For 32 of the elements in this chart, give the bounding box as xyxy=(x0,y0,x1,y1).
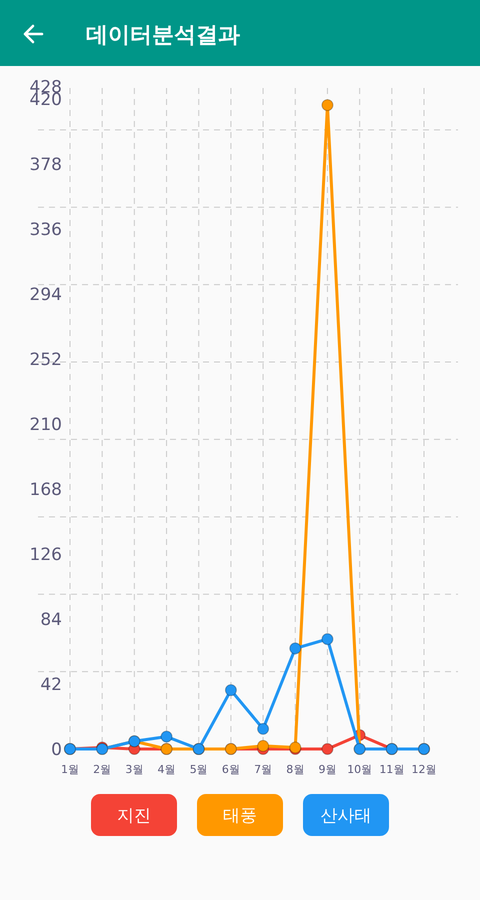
chart-title: 데이터분석결과 xyxy=(86,23,240,48)
point xyxy=(321,99,334,112)
point xyxy=(321,743,334,755)
y-tick-label: 0 xyxy=(51,740,62,760)
x-tick-label: 5월 xyxy=(190,763,208,776)
x-tick-label: 4월 xyxy=(158,763,176,776)
y-tick-label: 126 xyxy=(30,544,62,565)
x-tick-label: 8월 xyxy=(286,763,304,776)
y-tick-label: 378 xyxy=(30,154,62,175)
x-tick-label: 10월 xyxy=(347,763,372,776)
y-tick-label: 294 xyxy=(30,284,62,305)
x-tick-label: 1월 xyxy=(61,763,79,776)
point xyxy=(321,633,334,646)
x-tick-label: 12월 xyxy=(412,763,436,776)
x-tick-label: 6월 xyxy=(222,763,240,776)
x-tick-label: 2월 xyxy=(93,763,112,776)
point xyxy=(257,722,270,735)
y-tick-label: 42 xyxy=(40,674,62,695)
y-tick-label: 336 xyxy=(30,220,62,240)
x-tick-label: 9월 xyxy=(318,763,336,776)
point xyxy=(257,740,270,752)
point xyxy=(160,730,173,743)
y-tick-label: 84 xyxy=(40,610,62,630)
point xyxy=(289,642,302,654)
legend: 지진 태풍 산사태 xyxy=(91,794,389,836)
y-tick-label: 168 xyxy=(30,480,62,500)
x-tick-label: 11월 xyxy=(379,763,404,776)
y-tick-label: 210 xyxy=(30,414,62,435)
x-tick-label: 7월 xyxy=(254,763,272,776)
y-tick-label: 252 xyxy=(30,350,62,370)
point xyxy=(224,684,237,696)
x-tick-label: 3월 xyxy=(125,763,144,776)
